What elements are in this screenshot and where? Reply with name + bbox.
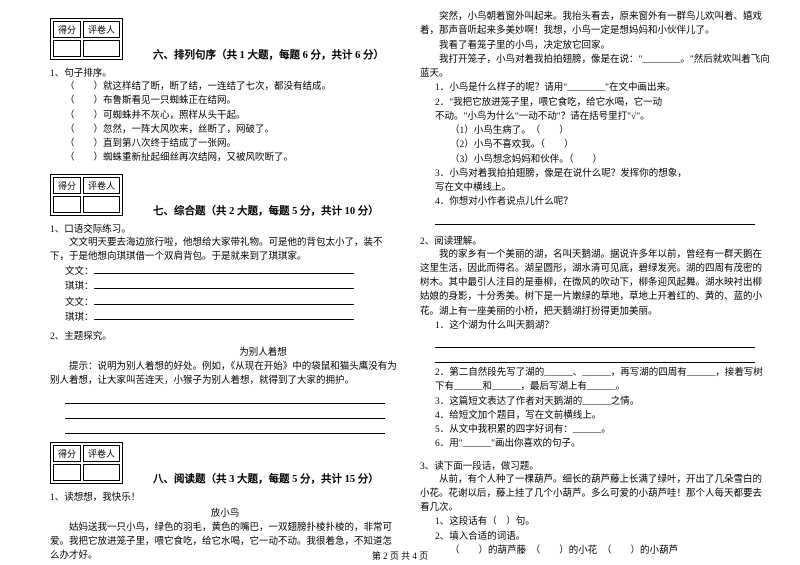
s25: 5．从文中我积累的四字好词有：______。	[435, 423, 770, 437]
p3: 从前，有个人种了一棵葫芦。细长的葫芦藤上长满了绿叶，开出了几朵雪白的小花。花谢以…	[420, 473, 770, 516]
s23: 3．这篇短文表达了作者对天鹅湖的______之情。	[435, 395, 770, 409]
answer-line[interactable]	[435, 336, 755, 348]
opt3: （3）小鸟想念妈妈和伙伴。（ ）	[450, 153, 770, 167]
q7-p1: 文文明天要去海边旅行啦，他想给大家带礼物。可是他的背包太小了，装不下，于是他想向…	[50, 236, 400, 265]
answer-line[interactable]	[65, 407, 385, 419]
score-box-7: 得分评卷人	[50, 174, 123, 216]
q7-2: 2、主题探究。	[50, 328, 400, 342]
section6-title: 六、排列句序（共 1 大题，每题 6 分，共计 6 分）	[153, 47, 384, 62]
opt2: （2）小鸟不喜欢我。（ ）	[450, 138, 770, 152]
s24: 4．给短文加个题目，写在文前横线上。	[435, 409, 770, 423]
sub2b: 不动。"小鸟为什么"一动不动"？请在括号里打"√"。	[435, 110, 770, 124]
score-label: 得分	[53, 445, 81, 462]
q6-1: 1、句子排序。	[50, 65, 400, 79]
blank[interactable]	[94, 264, 354, 274]
reviewer-label: 评卷人	[83, 21, 120, 38]
q8-3: 3、读下面一段话，做习题。	[420, 458, 770, 472]
dlg: 文文：	[65, 267, 94, 277]
sub4: 4．你想对小作者说点儿什么呢？	[435, 195, 770, 209]
score-label: 得分	[53, 177, 81, 194]
q7-1: 1、口语交际练习。	[50, 221, 400, 235]
score-box-8: 得分评卷人	[50, 442, 123, 484]
right-column: 突然，小鸟朝着窗外叫起来。我抬头看去，原来窗外有一群鸟儿欢叫着、嬉戏着，那声音听…	[420, 10, 770, 545]
page-footer: 第 2 页 共 4 页	[0, 549, 800, 562]
section7-title: 七、综合题（共 2 大题，每题 5 分，共计 10 分）	[153, 203, 379, 218]
sub3b: 写在文中横线上。	[435, 181, 770, 195]
answer-line[interactable]	[435, 213, 755, 225]
q8-2: 2、阅读理解。	[420, 233, 770, 247]
s6-line: （ ）可蜘蛛并不灰心，照样从头干起。	[65, 109, 400, 123]
s6-line: （ ）布鲁斯看见一只蜘蛛正在结网。	[65, 94, 400, 108]
score-label: 得分	[53, 21, 81, 38]
blank[interactable]	[94, 279, 354, 289]
q7-hint: 提示：说明为别人着想的好处。例如，《从现在开始》中的袋鼠和猫头鹰没有为别人着想，…	[50, 360, 400, 389]
dlg: 琪琪：	[65, 282, 94, 292]
reviewer-label: 评卷人	[83, 445, 120, 462]
q8-1: 1、读想想，我快乐！	[50, 489, 400, 503]
s22: 2．第二自然段先写了湖的______、______，再写湖的四周有______，…	[435, 366, 770, 395]
answer-line[interactable]	[65, 392, 385, 404]
s6-line: （ ）直到第八次终于结成了一张网。	[65, 137, 400, 151]
answer-line[interactable]	[65, 422, 385, 434]
blank[interactable]	[94, 295, 354, 305]
p1d: 我打开笼子，小鸟对着我拍拍翅膀，像是在说："________。"然后就欢叫着飞向…	[420, 53, 770, 82]
t1: 放小鸟	[50, 505, 400, 519]
s21: 1．这个湖为什么叫天鹅湖？	[435, 319, 770, 333]
reviewer-label: 评卷人	[83, 177, 120, 194]
score-box-6: 得分评卷人	[50, 18, 123, 60]
answer-line[interactable]	[435, 351, 755, 363]
left-column: 得分评卷人 六、排列句序（共 1 大题，每题 6 分，共计 6 分） 1、句子排…	[50, 10, 400, 545]
sub1: 1．小鸟是什么样子的呢？请用"________"在文中画出来。	[435, 81, 770, 95]
p1c: 我看了看笼子里的小鸟，决定放它回家。	[420, 39, 770, 53]
s6-line: （ ）蜘蛛重新扯起细丝再次结网，又被风吹断了。	[65, 151, 400, 165]
dlg: 文文：	[65, 298, 94, 308]
s31: 1、这段话有（ ）句。	[435, 515, 770, 529]
dlg: 琪琪：	[65, 313, 94, 323]
q7-sub: 为别人着想	[50, 344, 400, 358]
s32: 2、填入合适的词语。	[435, 530, 770, 544]
s26: 6．用"______"画出你喜欢的句子。	[435, 437, 770, 451]
p1b: 突然，小鸟朝着窗外叫起来。我抬头看去，原来窗外有一群鸟儿欢叫着、嬉戏着，那声音听…	[420, 10, 770, 39]
section8-title: 八、阅读题（共 3 大题，每题 5 分，共计 15 分）	[153, 471, 379, 486]
s6-line: （ ）就这样结了断，断了结，一连结了七次，都没有结成。	[65, 80, 400, 94]
sub2a: 2．"我把它放进笼子里，喂它食吃，给它水喝，它一动	[435, 96, 770, 110]
p2a: 我的家乡有一个美丽的湖，名叫天鹅湖。据说许多年以前，曾经有一群天鹅在这里生活，因…	[420, 248, 770, 319]
blank[interactable]	[94, 310, 354, 320]
s6-line: （ ）忽然，一阵大风吹来，丝断了，网破了。	[65, 123, 400, 137]
sub3a: 3．小鸟对着我拍拍翅膀，像是在说什么呢？发挥你的想象，	[435, 167, 770, 181]
opt1: （1）小鸟生病了。 （ ）	[450, 124, 770, 138]
